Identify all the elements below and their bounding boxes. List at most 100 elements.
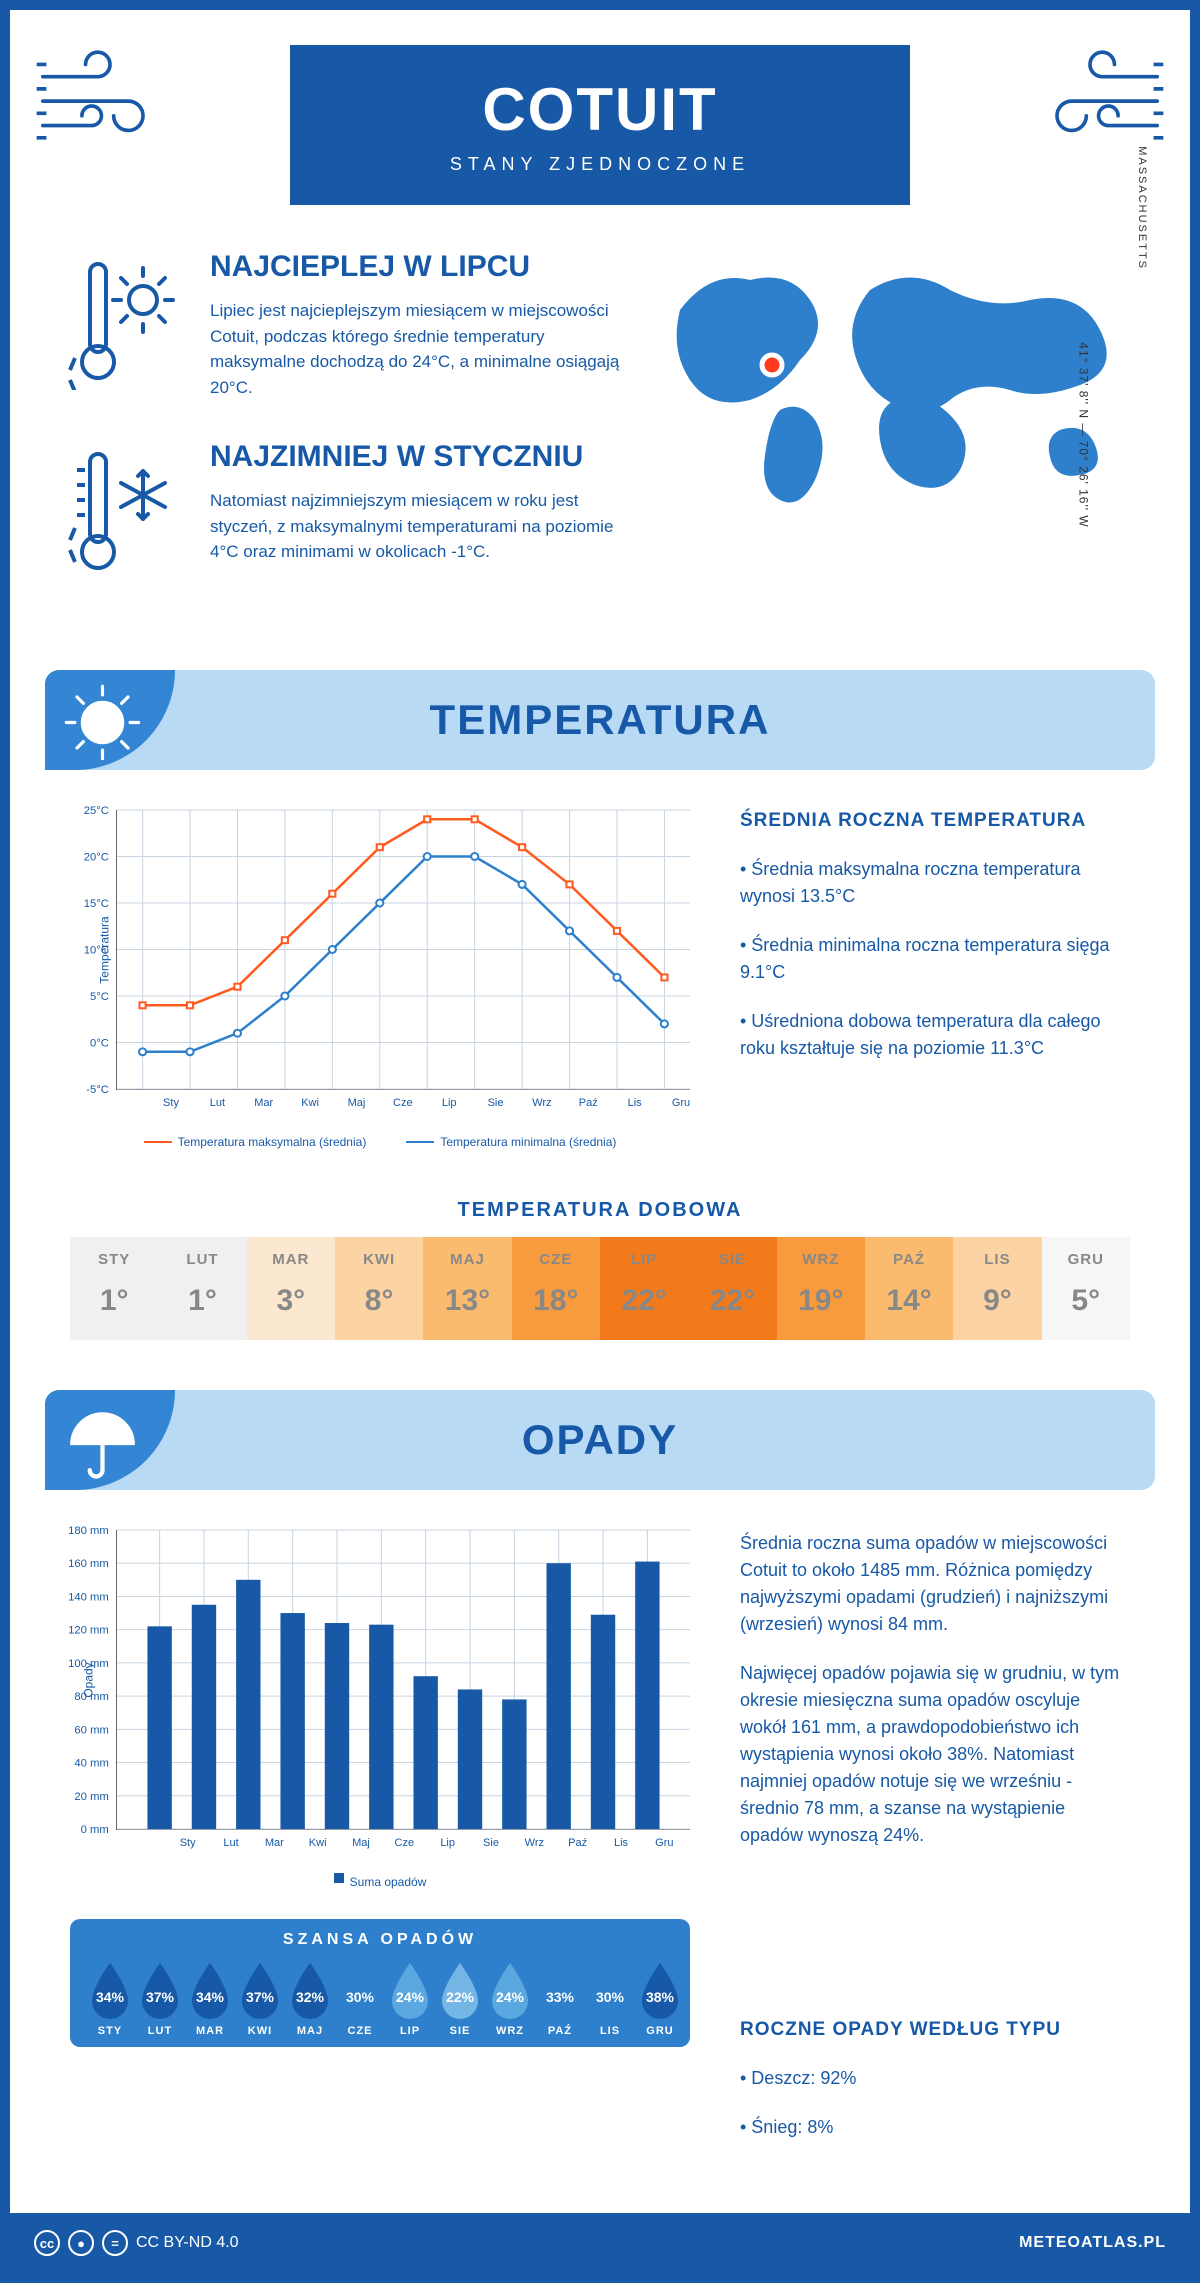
svg-text:Paź: Paź [568,1837,587,1849]
daily-temp-tile: STY1° [70,1237,158,1340]
precip-chart: Opady 0 mm20 mm40 mm60 mm80 mm100 mm120 … [70,1530,690,2163]
chance-droplet: 34% STY [86,1961,134,2037]
temp-y-axis-label: Temperatura [98,916,112,983]
chance-droplet: 22% SIE [436,1961,484,2037]
temperature-chart: Temperatura -5°C0°C5°C10°C15°C20°C25°C S… [70,810,690,1149]
map-region: MASSACHUSETTS [1136,146,1148,270]
svg-text:Cze: Cze [393,1097,413,1109]
thermometer-cold-icon [60,440,190,580]
precip-type-title: ROCZNE OPADY WEDŁUG TYPU [740,2019,1130,2041]
site-name: METEOATLAS.PL [1019,2234,1166,2252]
svg-text:Gru: Gru [672,1097,690,1109]
cold-fact-title: NAJZIMNIEJ W STYCZNIU [210,440,620,474]
chance-droplet: 30% CZE [336,1961,384,2037]
wind-icon [1015,40,1165,150]
precip-para-1: Średnia roczna suma opadów w miejscowośc… [740,1530,1130,1638]
daily-temp-tile: LIP22° [600,1237,688,1340]
svg-text:25°C: 25°C [84,805,109,817]
svg-text:Wrz: Wrz [532,1097,551,1109]
svg-text:Lip: Lip [440,1837,455,1849]
legend-temp-max: Temperatura maksymalna (średnia) [144,1135,367,1149]
svg-text:-5°C: -5°C [86,1084,109,1096]
daily-temp-tile: WRZ19° [777,1237,865,1340]
legend-temp-min: Temperatura minimalna (średnia) [406,1135,616,1149]
precip-title: OPADY [522,1416,678,1464]
chance-droplet: 24% LIP [386,1961,434,2037]
precip-chance-box: SZANSA OPADÓW 34% STY 37% LUT 34% MAR 37… [70,1919,690,2047]
daily-temp-title: TEMPERATURA DOBOWA [10,1199,1190,1222]
cc-license-icons: cc ● = CC BY-ND 4.0 [34,2230,239,2256]
precip-y-axis-label: Opady [82,1662,96,1697]
svg-text:Lip: Lip [442,1097,457,1109]
svg-text:Lis: Lis [614,1837,629,1849]
nd-icon: = [102,2230,128,2256]
daily-temp-tile: PAŹ14° [865,1237,953,1340]
title-ribbon: COTUIT STANY ZJEDNOCZONE [290,45,910,205]
svg-text:120 mm: 120 mm [68,1625,109,1637]
world-map: MASSACHUSETTS 41° 37' 8'' N — 70° 26' 16… [660,250,1140,620]
precip-type-line: • Deszcz: 92% [740,2065,1130,2092]
sun-icon [60,680,145,765]
svg-text:160 mm: 160 mm [68,1558,109,1570]
svg-text:Mar: Mar [265,1837,284,1849]
chance-droplet: 33% PAŹ [536,1961,584,2037]
precip-type-line: • Śnieg: 8% [740,2114,1130,2141]
svg-text:Maj: Maj [352,1837,370,1849]
daily-temp-tiles: STY1°LUT1°MAR3°KWI8°MAJ13°CZE18°LIP22°SI… [70,1237,1130,1340]
svg-text:Sty: Sty [180,1837,196,1849]
thermometer-hot-icon [60,250,190,390]
svg-text:Sie: Sie [488,1097,504,1109]
temperature-title: TEMPERATURA [430,696,771,744]
chance-droplet: 38% GRU [636,1961,684,2037]
svg-text:5°C: 5°C [90,991,109,1003]
license-text: CC BY-ND 4.0 [136,2234,239,2252]
temp-info-bullet: • Uśredniona dobowa temperatura dla całe… [740,1008,1130,1062]
hot-fact-title: NAJCIEPLEJ W LIPCU [210,250,620,284]
svg-text:20 mm: 20 mm [74,1791,108,1803]
precip-para-2: Najwięcej opadów pojawia się w grudniu, … [740,1660,1130,1849]
hot-fact-text: Lipiec jest najcieplejszym miesiącem w m… [210,298,620,400]
wind-icon [35,40,185,150]
daily-temp-tile: SIE22° [688,1237,776,1340]
chance-droplet: 32% MAJ [286,1961,334,2037]
svg-text:Kwi: Kwi [309,1837,327,1849]
svg-text:Kwi: Kwi [301,1097,319,1109]
legend-precip: Suma opadów [334,1875,427,1889]
svg-text:Maj: Maj [348,1097,366,1109]
city-name: COTUIT [290,75,910,144]
svg-text:Lut: Lut [223,1837,238,1849]
by-icon: ● [68,2230,94,2256]
daily-temp-tile: KWI8° [335,1237,423,1340]
chance-droplet: 37% KWI [236,1961,284,2037]
page-footer: cc ● = CC BY-ND 4.0 METEOATLAS.PL [10,2213,1190,2273]
svg-text:40 mm: 40 mm [74,1758,108,1770]
svg-text:Cze: Cze [395,1837,415,1849]
svg-text:Mar: Mar [254,1097,273,1109]
daily-temp-tile: MAJ13° [423,1237,511,1340]
svg-text:20°C: 20°C [84,852,109,864]
svg-text:Lis: Lis [628,1097,643,1109]
daily-temp-tile: GRU5° [1042,1237,1130,1340]
daily-temp-tile: MAR3° [247,1237,335,1340]
chance-droplet: 24% WRZ [486,1961,534,2037]
chance-droplet: 30% LIS [586,1961,634,2037]
precip-banner: OPADY [45,1390,1155,1490]
chance-title: SZANSA OPADÓW [86,1931,674,1949]
svg-text:15°C: 15°C [84,898,109,910]
country-name: STANY ZJEDNOCZONE [290,154,910,175]
temperature-info: ŚREDNIA ROCZNA TEMPERATURA • Średnia mak… [740,810,1130,1149]
map-marker-icon [762,355,782,375]
temp-info-bullet: • Średnia minimalna roczna temperatura s… [740,932,1130,986]
svg-text:Lut: Lut [210,1097,225,1109]
chance-droplet: 37% LUT [136,1961,184,2037]
page-header: COTUIT STANY ZJEDNOCZONE [10,10,1190,230]
svg-text:Wrz: Wrz [525,1837,544,1849]
cold-fact-text: Natomiast najzimniejszym miesiącem w rok… [210,488,620,565]
svg-text:140 mm: 140 mm [68,1592,109,1604]
svg-text:180 mm: 180 mm [68,1525,109,1537]
svg-text:0°C: 0°C [90,1038,109,1050]
daily-temp-tile: CZE18° [512,1237,600,1340]
temp-info-bullet: • Średnia maksymalna roczna temperatura … [740,856,1130,910]
chance-droplet: 34% MAR [186,1961,234,2037]
daily-temp-tile: LIS9° [953,1237,1041,1340]
